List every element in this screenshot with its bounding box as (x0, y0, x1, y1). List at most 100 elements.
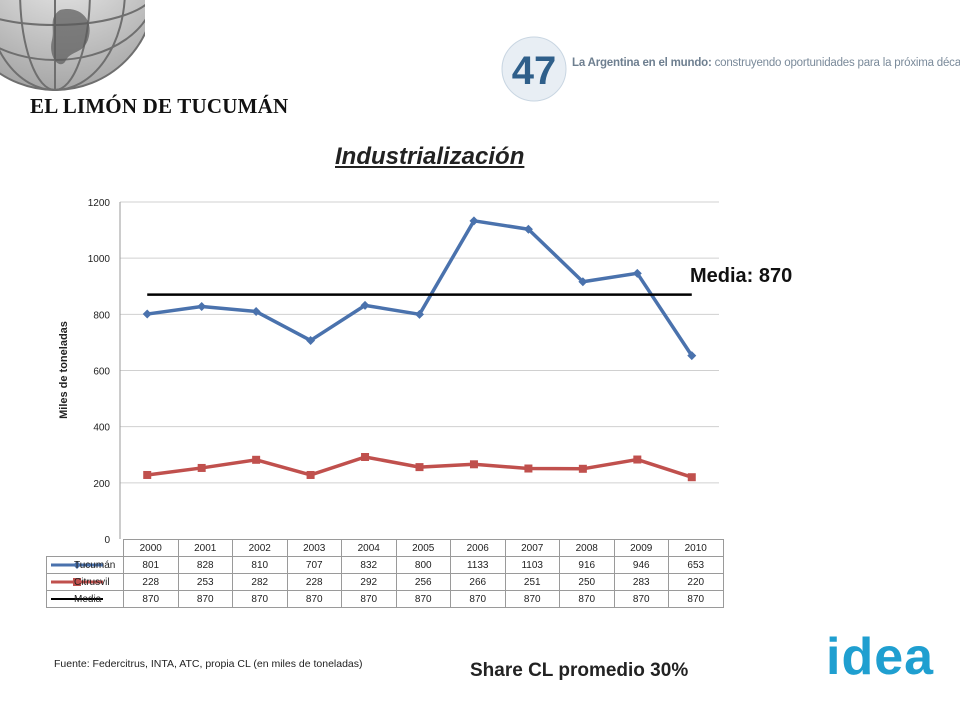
table-header-row: 2000 2001 2002 2003 2004 2005 2006 2007 2008 2009… (46, 539, 724, 557)
data-point-citrusvil (633, 455, 642, 464)
table-year-header: 2007 (504, 539, 560, 557)
legend-entry: Citrusvil (46, 573, 124, 591)
data-point-citrusvil (252, 455, 261, 464)
brand-47-logo: 47 (501, 36, 567, 102)
brand-tagline-bold: La Argentina en el mundo: (572, 57, 712, 69)
y-axis-label: Miles de toneladas (58, 321, 70, 419)
table-cell: 251 (504, 573, 560, 591)
data-point-citrusvil (361, 452, 370, 461)
y-tick-label: 200 (93, 479, 110, 490)
table-cell: 870 (286, 590, 342, 608)
table-cell: 801 (123, 556, 179, 574)
table-year-header: 2010 (668, 539, 724, 557)
table-cell: 870 (450, 590, 506, 608)
data-point-citrusvil (197, 463, 206, 472)
legend-swatch (51, 560, 103, 569)
table-cell: 870 (232, 590, 288, 608)
legend-swatch (51, 597, 103, 600)
legend-label: Media (74, 593, 102, 605)
table-row: Citrusvil 228 253 282 228 292 256 266 251 250 283 2… (46, 573, 724, 591)
table-cell: 282 (232, 573, 288, 591)
y-tick-label: 800 (93, 310, 110, 321)
data-point-tucuman (360, 300, 370, 310)
table-year-header: 2004 (341, 539, 397, 557)
legend-entry: Tucumán (46, 556, 124, 574)
table-year-header: 2009 (613, 539, 669, 557)
table-cell: 1133 (450, 556, 506, 574)
table-corner-cell (46, 539, 124, 557)
data-point-tucuman (251, 307, 261, 317)
table-year-header: 2002 (232, 539, 288, 557)
table-cell: 707 (286, 556, 342, 574)
table-cell: 916 (559, 556, 615, 574)
table-cell: 800 (395, 556, 451, 574)
data-table: 2000 2001 2002 2003 2004 2005 2006 2007 2008 2009… (46, 539, 724, 608)
data-point-tucuman (142, 309, 152, 319)
table-cell: 220 (668, 573, 724, 591)
table-cell: 870 (613, 590, 669, 608)
data-point-tucuman (469, 216, 479, 226)
table-cell: 946 (613, 556, 669, 574)
table-cell: 228 (123, 573, 179, 591)
legend-label: Citrusvil (74, 576, 110, 588)
y-tick-label: 400 (93, 423, 110, 434)
data-point-citrusvil (415, 463, 424, 472)
legend-label: Tucumán (74, 559, 116, 571)
table-year-header: 2003 (286, 539, 342, 557)
table-year-header: 2001 (177, 539, 233, 557)
brand-tagline: La Argentina en el mundo: construyendo o… (572, 57, 960, 69)
data-point-tucuman (197, 301, 207, 311)
brand-number: 47 (512, 49, 557, 93)
table-cell: 832 (341, 556, 397, 574)
table-year-header: 2006 (450, 539, 506, 557)
table-cell: 870 (668, 590, 724, 608)
table-cell: 653 (668, 556, 724, 574)
table-cell: 870 (559, 590, 615, 608)
series-line-tucuman (146, 219, 694, 357)
table-row: Tucumán 801 828 810 707 832 800 1133 1103 916 946 6… (46, 556, 724, 574)
table-year-header: 2000 (123, 539, 179, 557)
data-point-citrusvil (524, 464, 533, 473)
y-tick-label: 1200 (88, 198, 111, 209)
data-point-tucuman (687, 351, 697, 361)
table-cell: 870 (341, 590, 397, 608)
data-point-citrusvil (469, 460, 478, 469)
slide-title: EL LIMÓN DE TUCUMÁN (30, 94, 289, 118)
table-cell: 253 (177, 573, 233, 591)
data-point-tucuman (523, 224, 533, 234)
y-tick-label: 600 (93, 367, 110, 378)
table-cell: 870 (177, 590, 233, 608)
table-cell: 828 (177, 556, 233, 574)
table-cell: 256 (395, 573, 451, 591)
table-cell: 870 (504, 590, 560, 608)
table-cell: 292 (341, 573, 397, 591)
table-cell: 870 (123, 590, 179, 608)
table-cell: 1103 (504, 556, 560, 574)
share-note: Share CL promedio 30% (470, 660, 689, 681)
globe-logo (0, 0, 145, 91)
data-point-citrusvil (306, 470, 315, 479)
table-cell: 870 (395, 590, 451, 608)
data-point-citrusvil (143, 470, 152, 479)
legend-swatch (51, 577, 103, 586)
media-annotation: Media: 870 (690, 265, 793, 287)
table-year-header: 2005 (395, 539, 451, 557)
idea-logo: idea (826, 628, 935, 686)
table-cell: 810 (232, 556, 288, 574)
table-row: Media 870 870 870 870 870 870 870 870 870 870 870 (46, 590, 724, 608)
data-point-tucuman (306, 335, 316, 345)
table-cell: 228 (286, 573, 342, 591)
data-point-tucuman (632, 268, 642, 278)
chart-title: Industrialización (335, 143, 525, 170)
table-cell: 283 (613, 573, 669, 591)
y-tick-label: 1000 (88, 254, 111, 265)
brand-tagline-rest: construyendo oportunidades para la próxi… (714, 57, 960, 69)
source-note: Fuente: Federcitrus, INTA, ATC, propia C… (54, 658, 363, 670)
table-year-header: 2008 (559, 539, 615, 557)
table-cell: 266 (450, 573, 506, 591)
legend-entry: Media (46, 590, 124, 608)
data-point-tucuman (415, 309, 424, 319)
table-cell: 250 (559, 573, 615, 591)
data-point-citrusvil (578, 464, 587, 473)
